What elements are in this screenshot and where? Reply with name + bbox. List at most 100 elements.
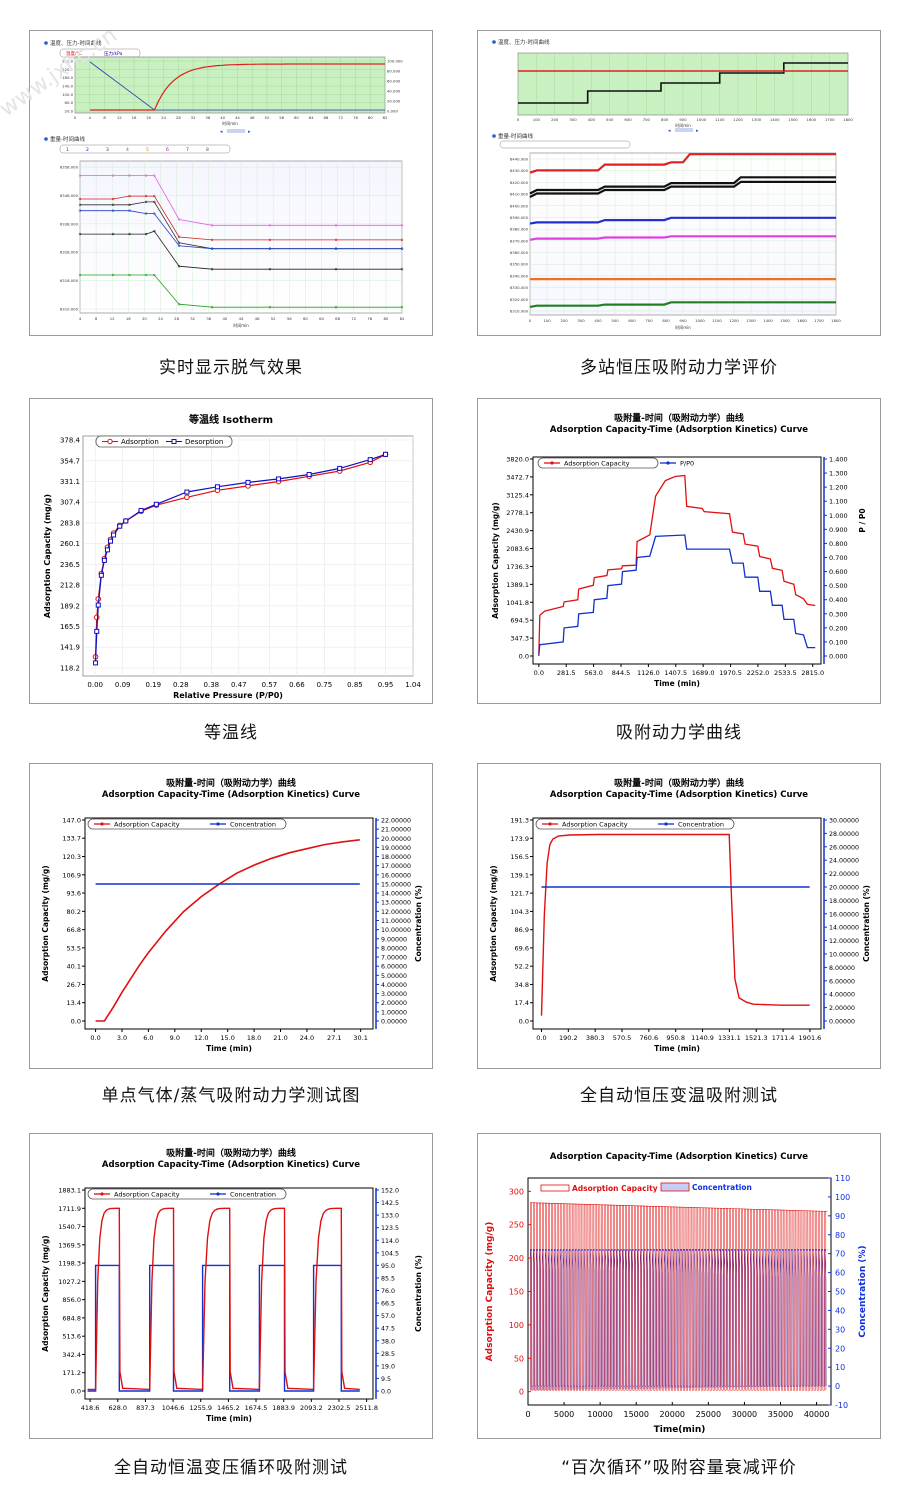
y-right-tick-label: 12.00000 (381, 909, 411, 916)
x-axis-label: Time (min) (654, 679, 700, 688)
y-tick-label: 0.0 (519, 1018, 529, 1026)
legend-marker (216, 1192, 220, 1196)
weight-point (144, 174, 148, 177)
y-tick-label: 0.0 (71, 1018, 81, 1026)
legend-label: Adsorption (121, 438, 159, 446)
y-right-tick-label: 4.00000 (829, 992, 855, 999)
sub-title-bottom: 重量-时间曲线 (498, 132, 533, 140)
y-right-tick-label: 4.00000 (381, 982, 407, 989)
y-tick-label: 53.5 (67, 944, 81, 952)
weight-point (268, 247, 272, 250)
x-tick-label: 900 (679, 318, 687, 323)
station-series (529, 235, 836, 241)
adsorption-point (184, 494, 190, 501)
chart-title: Adsorption Capacity-Time (Adsorption Kin… (550, 425, 808, 435)
desorption-point (367, 457, 373, 463)
x-tick-label: 0 (525, 1410, 530, 1419)
legend-label: Adsorption Capacity (562, 821, 628, 829)
x-tick-label: 0.95 (378, 681, 394, 689)
weight-point (268, 224, 272, 227)
y-right-tick-label: 0.000 (829, 653, 848, 661)
x-tick-label: 800 (661, 117, 669, 122)
x-tick-label: 44 (239, 316, 244, 321)
y-tick-label: 2430.9 (506, 527, 529, 535)
weight-point (144, 273, 148, 277)
x-tick-label: 6.0 (143, 1034, 153, 1042)
x-tick-label: 1000 (696, 117, 706, 122)
x-tick-label: 20000 (660, 1410, 685, 1419)
weight-point (144, 232, 148, 236)
x-tick-label: 380.3 (586, 1034, 605, 1042)
weight-point (210, 305, 214, 309)
weight-point (128, 232, 131, 236)
x-tick-label: 2815.0 (801, 669, 824, 677)
weight-point (111, 273, 115, 277)
x-tick-label: 0.28 (173, 681, 189, 689)
adsorption-series (529, 1202, 827, 1391)
chart-title: Adsorption Capacity-Time (Adsorption Kin… (550, 790, 808, 800)
x-tick-label: 1700 (814, 318, 824, 323)
x-tick-label: 76 (353, 115, 358, 120)
y-right-tick-label: 0.600 (829, 568, 848, 576)
legend-marker (171, 439, 177, 444)
weight-point (400, 267, 404, 271)
x-tick-label: 24 (158, 316, 163, 321)
x-tick-label: 1901.6 (799, 1034, 822, 1042)
y-tick-label: 6348.000 (60, 193, 79, 198)
desorption-point (111, 532, 117, 538)
y-right-tick-label: 20.00000 (381, 836, 411, 843)
weight-series (80, 230, 402, 270)
chart-title-cn: 吸附量-时间（吸附动力学）曲线 (614, 777, 744, 789)
y-right-tick-label: 100 (835, 1193, 850, 1202)
weight-point (177, 241, 181, 245)
y-tick-label: 6328.000 (60, 250, 79, 255)
bullet-icon (44, 137, 48, 141)
adsorption-series (87, 1207, 360, 1391)
x-tick-label: 12 (117, 115, 122, 120)
y-tick-label: 2778.1 (506, 509, 529, 517)
x-tick-label: 2533.5 (774, 669, 797, 677)
weight-point (111, 203, 115, 207)
y-axis-label: Adsorption Capacity (mg/g) (41, 1235, 50, 1351)
y-right-tick-label: 30 (835, 1325, 845, 1334)
legend-box (537, 457, 659, 469)
x-tick-label: 0.57 (262, 681, 278, 689)
legend-marker (666, 461, 670, 465)
y-tick-label: 52.2 (515, 963, 529, 971)
y-right-tick-label: 76.0 (381, 1288, 395, 1295)
x-tick-label: 1800 (843, 117, 853, 122)
weight-point (78, 209, 82, 212)
legend-marker (548, 822, 552, 826)
weight-point (111, 197, 115, 201)
chart-panel-isobaric-temp: 吸附量-时间（吸附动力学）曲线 Adsorption Capacity-Time … (477, 763, 881, 1069)
y-right-tick-label: 38.0 (381, 1338, 395, 1345)
y-right-tick-label: 0.00000 (829, 1019, 855, 1026)
capacity-envelope (530, 1202, 828, 1212)
y-tick-label: 50 (514, 1354, 524, 1363)
y-right-tick-label: 1.000 (829, 512, 848, 520)
adsorption-series (540, 833, 810, 1016)
y-right-tick-label: 19.0 (381, 1363, 395, 1370)
weight-point (400, 224, 404, 227)
x-tick-label: 48 (255, 316, 260, 321)
desorption-point (108, 538, 113, 544)
weight-point (334, 267, 338, 271)
weight-point (268, 305, 272, 309)
y-tick-label: 106.9 (62, 871, 81, 879)
legend-marker (550, 461, 554, 465)
chart-panel-single-point: 吸附量-时间（吸附动力学）曲线 Adsorption Capacity-Time … (29, 763, 433, 1069)
x-tick-label: 21.0 (273, 1034, 287, 1042)
weight-point (177, 235, 181, 239)
x-tick-label: 60 (294, 115, 299, 120)
y-tick-label: 0 (519, 1388, 524, 1397)
x-tick-label: 0.0 (536, 1034, 546, 1042)
y-tick-label: 1389.1 (506, 581, 529, 589)
weight-point (78, 203, 82, 207)
legend-label: 2 (86, 147, 89, 153)
x-tick-label: 1600 (797, 318, 807, 323)
x-tick-label: 64 (319, 316, 324, 321)
x-tick-label: 400 (588, 117, 596, 122)
plot-area (532, 456, 822, 665)
x-tick-label: 0.75 (317, 681, 333, 689)
